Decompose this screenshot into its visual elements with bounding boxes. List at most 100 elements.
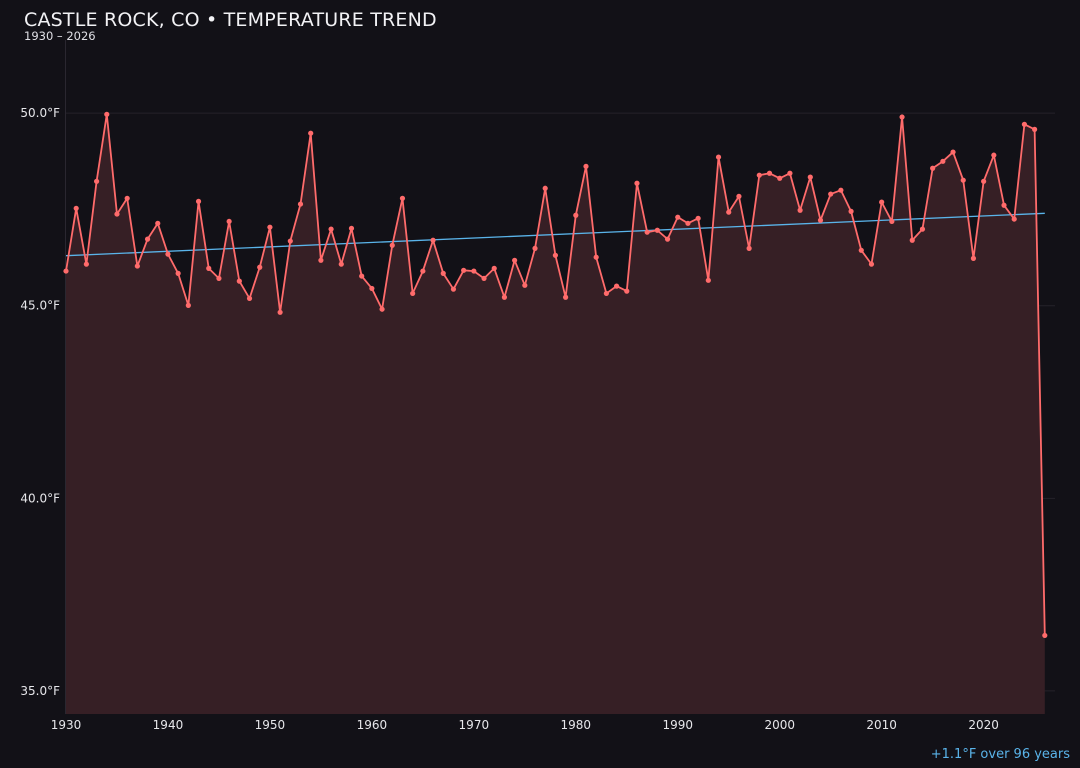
data-point-2018 [960, 177, 966, 183]
data-point-1972 [491, 265, 497, 271]
x-tick-label: 2020 [968, 718, 999, 732]
data-point-2025 [1032, 126, 1038, 132]
data-point-2004 [817, 217, 824, 223]
series-area [66, 114, 1045, 714]
x-tick-label: 1970 [459, 718, 490, 732]
data-point-1977 [542, 185, 548, 191]
data-point-2020 [981, 178, 987, 184]
data-point-1943 [195, 198, 202, 204]
data-point-1989 [664, 236, 671, 242]
data-point-1942 [185, 302, 191, 308]
data-point-1992 [695, 215, 701, 221]
data-point-1961 [379, 306, 385, 312]
data-point-2024 [1021, 121, 1028, 127]
data-point-1945 [216, 275, 222, 282]
data-point-1932 [83, 261, 89, 267]
data-point-1990 [675, 214, 681, 220]
data-point-1974 [512, 257, 518, 263]
y-tick-label: 35.0°F [20, 684, 60, 698]
data-point-1938 [144, 236, 151, 242]
data-point-1988 [654, 227, 660, 233]
data-point-1959 [359, 273, 365, 279]
data-point-1937 [134, 263, 140, 269]
data-point-1958 [348, 225, 355, 231]
data-point-2012 [899, 114, 905, 120]
x-tick-label: 1950 [255, 718, 286, 732]
data-point-1979 [562, 294, 569, 300]
data-point-1954 [308, 130, 314, 136]
data-point-2014 [919, 226, 926, 232]
y-tick-label: 45.0°F [20, 299, 60, 313]
data-point-1955 [318, 257, 324, 263]
data-point-1952 [287, 238, 293, 244]
data-point-1940 [165, 251, 171, 257]
data-point-1985 [624, 288, 630, 294]
x-tick-label: 1960 [357, 718, 388, 732]
data-point-1933 [93, 178, 100, 184]
data-point-1951 [277, 309, 283, 315]
chart-subtitle: 1930 – 2026 [24, 29, 96, 43]
x-tick-label: 1980 [561, 718, 592, 732]
data-point-1968 [450, 286, 457, 292]
data-point-1969 [461, 267, 467, 273]
data-point-1999 [766, 170, 773, 176]
data-point-1970 [471, 268, 477, 274]
y-tick-label: 40.0°F [20, 491, 60, 505]
data-point-1957 [338, 261, 344, 267]
data-point-2011 [889, 218, 895, 225]
data-point-1978 [552, 252, 559, 258]
data-point-2022 [1001, 202, 1007, 208]
data-point-1947 [236, 278, 242, 284]
data-point-1931 [73, 205, 79, 211]
x-tick-label: 2010 [866, 718, 897, 732]
data-point-1982 [593, 254, 599, 260]
data-point-1935 [114, 211, 120, 217]
data-point-1980 [573, 212, 579, 218]
data-point-2008 [858, 247, 864, 253]
data-point-1987 [644, 229, 650, 235]
data-point-1997 [746, 245, 752, 251]
data-point-1964 [410, 290, 416, 297]
data-point-1996 [736, 193, 742, 199]
data-point-1975 [522, 282, 528, 288]
data-point-1998 [756, 172, 762, 178]
data-point-2007 [848, 208, 854, 214]
trend-annotation: +1.1°F over 96 years [930, 747, 1070, 762]
data-point-1966 [430, 237, 436, 243]
data-point-2009 [868, 261, 875, 267]
data-point-1976 [532, 245, 538, 251]
data-point-1986 [634, 180, 640, 186]
y-tick-label: 50.0°F [20, 106, 60, 120]
data-point-2002 [797, 207, 803, 213]
data-point-2026 [1042, 632, 1048, 639]
data-point-2015 [930, 165, 936, 171]
data-point-1946 [226, 218, 232, 225]
data-point-2021 [991, 152, 997, 158]
data-point-1991 [685, 220, 691, 226]
data-point-1984 [613, 283, 620, 289]
data-point-1995 [726, 209, 732, 215]
data-point-2023 [1011, 216, 1017, 222]
data-point-2019 [970, 255, 977, 261]
data-point-2016 [940, 158, 946, 164]
data-point-1950 [267, 224, 273, 230]
data-point-2010 [879, 199, 885, 205]
data-point-2006 [838, 187, 844, 193]
data-point-2000 [777, 175, 783, 181]
data-point-1965 [420, 268, 426, 274]
data-point-1963 [399, 195, 406, 201]
data-point-2001 [787, 170, 793, 176]
data-point-1934 [104, 111, 110, 117]
data-point-1983 [603, 290, 609, 297]
chart-title: CASTLE ROCK, CO • TEMPERATURE TREND [24, 9, 437, 31]
data-point-1973 [501, 294, 508, 300]
data-point-1962 [389, 242, 395, 248]
data-point-1948 [246, 295, 253, 302]
trend-line [65, 212, 1045, 257]
data-point-1993 [705, 277, 711, 283]
data-point-1949 [257, 264, 263, 270]
data-point-1941 [175, 270, 181, 276]
data-point-1953 [297, 201, 304, 207]
data-point-1967 [440, 270, 446, 276]
data-point-1939 [155, 220, 161, 226]
